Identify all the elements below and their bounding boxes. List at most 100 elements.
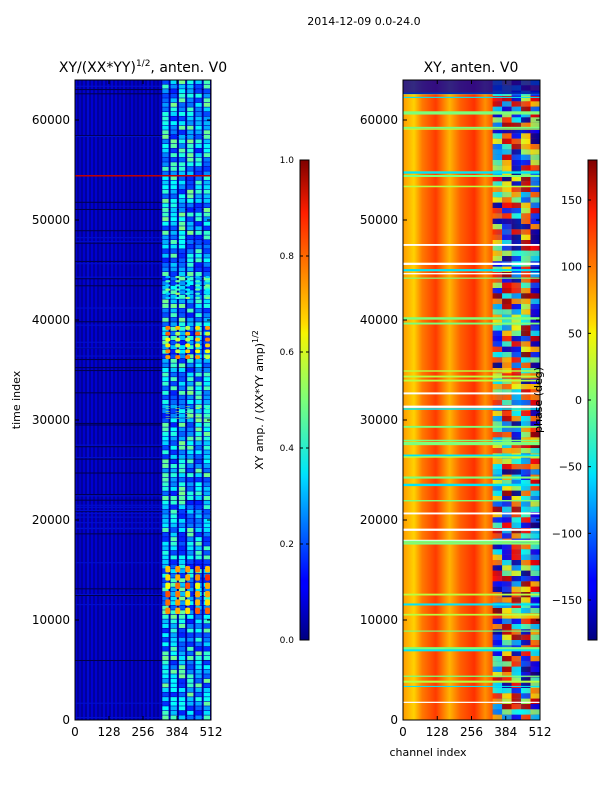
amplitude-cell — [162, 203, 169, 208]
phase-cell — [502, 154, 512, 160]
amplitude-cell — [195, 272, 202, 276]
amplitude-cell — [195, 258, 202, 263]
x-tick-label: 128 — [98, 725, 121, 739]
phase-cell — [530, 389, 540, 395]
amplitude-hot-cell — [165, 411, 171, 412]
amplitude-cell — [178, 651, 186, 656]
phase-cell — [502, 112, 512, 118]
amplitude-cell — [195, 144, 202, 148]
amplitude-cell — [170, 336, 177, 340]
amplitude-hot-cell — [165, 591, 171, 598]
phase-cell — [492, 250, 503, 256]
phase-time-line — [403, 425, 540, 428]
phase-cell — [492, 693, 503, 699]
phase-cell — [521, 634, 531, 640]
phase-cell — [492, 96, 503, 102]
amplitude-cell — [203, 514, 210, 519]
amplitude-cell — [187, 619, 194, 624]
amplitude-cell — [162, 235, 169, 240]
amplitude-cell — [195, 454, 202, 459]
phase-cell — [492, 560, 503, 566]
phase-cell — [521, 490, 531, 496]
phase-cell — [492, 650, 503, 656]
amplitude-time-line — [75, 506, 211, 508]
phase-cell — [492, 576, 503, 582]
amplitude-cell — [187, 93, 194, 98]
phase-cell — [530, 533, 540, 539]
phase-time-line — [403, 649, 540, 652]
amplitude-hot-cell — [195, 292, 201, 295]
colorbar-tick-label: 0.8 — [280, 252, 295, 262]
amplitude-time-line — [75, 355, 211, 357]
phase-cell — [492, 341, 503, 347]
phase-cell — [521, 416, 531, 422]
amplitude-cell — [187, 628, 194, 633]
phase-cell — [492, 282, 503, 288]
phase-cell — [530, 224, 540, 230]
phase-cell — [530, 693, 540, 699]
amplitude-time-line — [75, 260, 211, 262]
colorbar-tick-label: 50 — [568, 327, 582, 340]
amplitude-cell — [195, 226, 202, 231]
amplitude-cell — [178, 166, 186, 171]
amplitude-cell — [170, 102, 177, 107]
phase-cell — [530, 448, 540, 454]
phase-cell — [492, 426, 503, 432]
phase-cell — [502, 533, 512, 539]
amplitude-hot-cell — [205, 280, 210, 283]
phase-cell — [521, 389, 531, 395]
phase-time-line — [403, 370, 540, 372]
amplitude-cell — [162, 272, 169, 276]
amplitude-cell — [170, 372, 177, 377]
phase-time-line — [403, 273, 540, 275]
amplitude-cell — [187, 107, 194, 112]
phase-cell — [502, 496, 512, 502]
amplitude-cell — [170, 624, 177, 628]
amplitude-cell — [170, 217, 177, 222]
amplitude-cell — [162, 80, 169, 84]
amplitude-cell — [170, 432, 177, 436]
amplitude-cell — [195, 541, 202, 546]
amplitude-hot-cell — [195, 296, 201, 299]
phase-cell — [502, 570, 512, 576]
phase-cell — [511, 448, 522, 454]
phase-cell — [502, 634, 512, 640]
phase-cell — [502, 629, 512, 635]
phase-cell — [521, 229, 531, 235]
amplitude-cell — [195, 317, 202, 322]
amplitude-hot-cell — [185, 416, 191, 417]
amplitude-cell — [178, 244, 186, 249]
amplitude-cell — [187, 660, 194, 665]
amplitude-cell — [178, 116, 186, 121]
phase-cell — [502, 384, 512, 390]
phase-cell — [521, 576, 531, 582]
amplitude-channel-texture — [135, 80, 137, 720]
amplitude-cell — [178, 153, 186, 158]
amplitude-cell — [187, 368, 194, 372]
phase-cell — [521, 128, 531, 134]
amplitude-hot-cell — [195, 337, 201, 342]
amplitude-time-line — [75, 347, 211, 349]
amplitude-cell — [187, 445, 194, 450]
amplitude-cell — [178, 660, 186, 665]
amplitude-cell — [178, 514, 186, 519]
amplitude-cell — [187, 372, 194, 377]
amplitude-cell — [178, 198, 186, 203]
phase-cell — [492, 565, 503, 571]
amplitude-cell — [187, 656, 194, 660]
phase-cell — [511, 485, 522, 491]
phase-cell — [492, 144, 503, 150]
phase-cell — [502, 128, 512, 134]
amplitude-cell — [170, 427, 177, 432]
phase-cell — [530, 112, 540, 118]
amplitude-cell — [178, 299, 186, 304]
amplitude-cell — [187, 267, 194, 272]
amplitude-cell — [162, 404, 169, 409]
amplitude-cell — [195, 665, 202, 670]
amplitude-cell — [162, 614, 169, 619]
amplitude-cell — [162, 358, 169, 363]
amplitude-hot-cell — [175, 418, 181, 419]
amplitude-cell — [178, 683, 186, 688]
amplitude-cell — [170, 404, 177, 409]
phase-cell — [492, 330, 503, 336]
